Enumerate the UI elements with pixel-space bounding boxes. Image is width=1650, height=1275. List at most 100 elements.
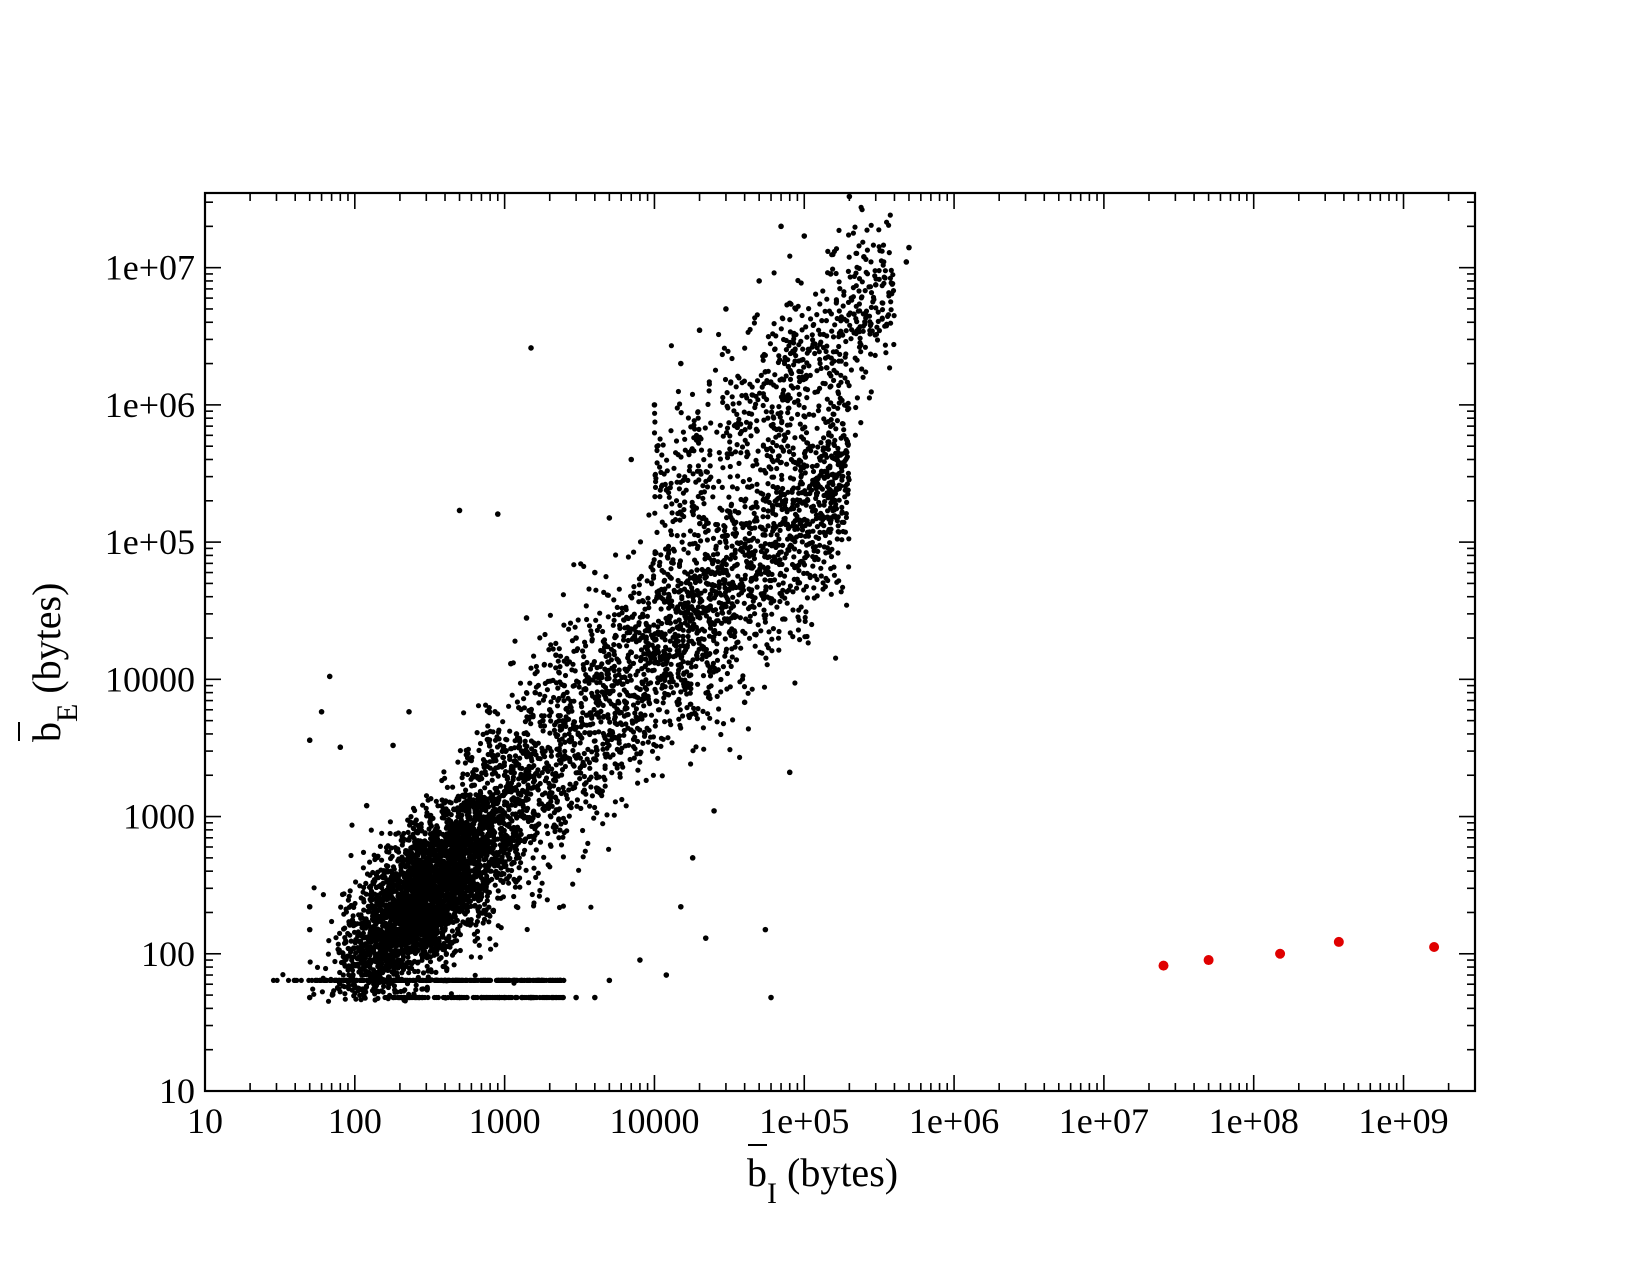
data-point [669,740,675,746]
data-point [612,799,619,805]
data-point [553,640,559,647]
data-point [766,629,772,635]
data-point [676,486,683,492]
data-point [503,748,509,754]
data-point [392,989,398,995]
data-point [795,614,801,620]
data-point [795,411,801,417]
data-point [677,502,683,508]
data-point [726,659,732,665]
data-point [542,631,548,638]
data-point [712,607,719,613]
data-point [512,738,518,744]
data-point [761,607,767,613]
data-point [424,955,430,961]
data-point [796,391,802,397]
data-point [707,591,714,597]
data-point [333,935,339,941]
data-point [714,429,720,435]
data-point [528,840,534,846]
data-point [476,747,482,754]
data-point [528,738,535,744]
data-point [600,746,606,752]
data-point [585,746,591,753]
data-point [524,926,530,933]
data-point [523,867,529,873]
data-point [409,965,415,972]
data-point [659,620,665,627]
data-point [686,452,692,458]
data-point [752,611,758,617]
data-point [636,590,642,597]
data-point [521,838,528,845]
data-point [850,294,857,300]
data-point [837,286,843,292]
data-point [840,421,846,427]
data-point [274,977,280,984]
data-point [583,799,589,805]
data-point [645,648,651,654]
data-point [535,870,541,876]
data-point [836,497,842,503]
data-point [826,516,832,522]
data-point [714,611,720,618]
data-point [728,379,734,385]
data-point [651,645,658,651]
data-point [813,291,819,297]
data-point [592,674,598,680]
data-point [543,823,550,829]
data-point [835,523,841,529]
data-point [653,743,659,749]
data-point [824,343,830,349]
data-point [853,404,859,411]
data-point [309,977,315,984]
data-point [439,815,445,821]
data-point [319,989,325,995]
data-point [803,550,809,556]
data-point [714,693,720,700]
data-point [548,843,554,849]
data-point [697,434,703,440]
data-point [735,573,741,579]
data-point [562,819,569,826]
data-point [657,436,663,442]
data-point [728,503,734,509]
data-point [353,879,359,885]
data-point [348,852,354,859]
data-point [705,581,712,587]
data-point [741,600,747,606]
data-point [651,622,657,628]
data-point [763,409,769,415]
data-point [832,491,839,497]
data-point [666,494,672,500]
data-point [846,536,852,542]
data-point [684,705,690,711]
data-point [270,977,277,984]
data-point [891,341,897,348]
data-point [746,635,753,641]
data-point [484,708,490,714]
data-point [354,977,360,984]
data-point [716,706,722,712]
data-point [533,847,539,853]
data-point [648,712,655,718]
data-point [751,510,757,516]
data-point [604,745,610,751]
data-point [690,594,696,601]
data-point [717,422,723,428]
data-point [833,270,839,277]
data-point [746,410,752,416]
data-point [652,598,658,604]
data-point [364,871,371,877]
data-point [337,930,343,937]
data-point [510,777,516,783]
data-point [741,684,748,690]
data-point [765,554,771,561]
data-point [776,404,782,410]
data-point [695,463,702,469]
data-point [701,524,707,530]
data-point [872,268,878,274]
data-point [625,637,631,644]
data-point [806,411,812,417]
data-point [338,904,344,910]
